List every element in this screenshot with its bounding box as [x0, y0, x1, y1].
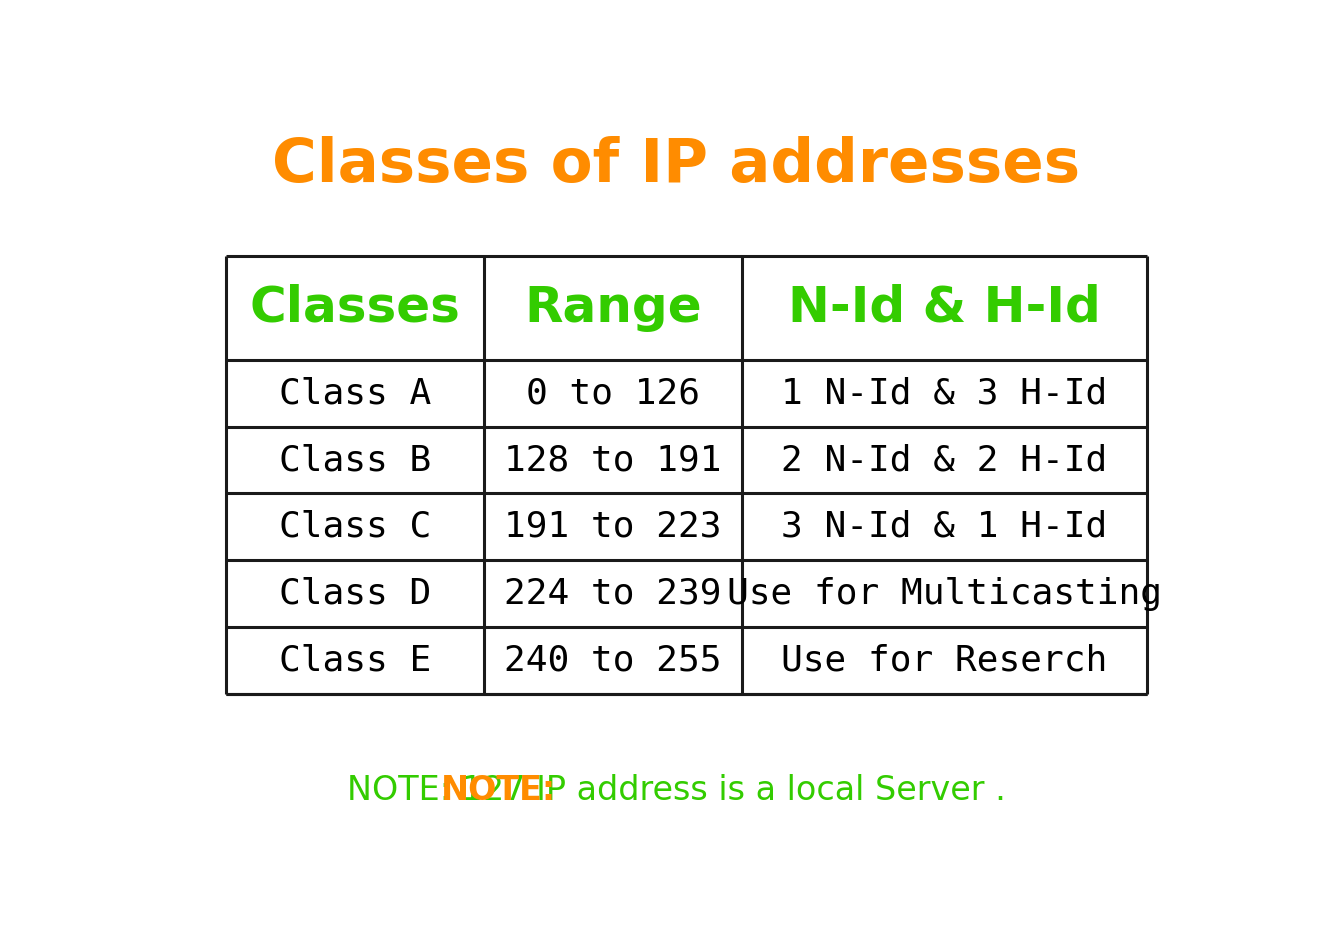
Text: 128 to 191: 128 to 191	[504, 443, 722, 477]
Text: Class C: Class C	[279, 509, 432, 544]
Text: Classes: Classes	[249, 284, 461, 332]
Text: Class D: Class D	[279, 577, 432, 611]
Text: Class E: Class E	[279, 644, 432, 677]
Text: Range: Range	[524, 284, 702, 332]
Text: NOTE:: NOTE:	[441, 774, 557, 807]
Text: 191 to 223: 191 to 223	[504, 509, 722, 544]
Text: 2 N-Id & 2 H-Id: 2 N-Id & 2 H-Id	[781, 443, 1107, 477]
Text: 3 N-Id & 1 H-Id: 3 N-Id & 1 H-Id	[781, 509, 1107, 544]
Text: 224 to 239: 224 to 239	[504, 577, 722, 611]
Text: Use for Reserch: Use for Reserch	[781, 644, 1107, 677]
Text: NOTE: 127 IP address is a local Server .: NOTE: 127 IP address is a local Server .	[347, 774, 1006, 807]
Text: N-Id & H-Id: N-Id & H-Id	[788, 284, 1101, 332]
Text: Classes of IP addresses: Classes of IP addresses	[272, 136, 1081, 195]
Text: Class B: Class B	[279, 443, 432, 477]
Text: Class A: Class A	[279, 376, 432, 411]
Text: 240 to 255: 240 to 255	[504, 644, 722, 677]
Text: 1 N-Id & 3 H-Id: 1 N-Id & 3 H-Id	[781, 376, 1107, 411]
Text: Use for Multicasting: Use for Multicasting	[727, 577, 1162, 611]
Text: 0 to 126: 0 to 126	[527, 376, 700, 411]
